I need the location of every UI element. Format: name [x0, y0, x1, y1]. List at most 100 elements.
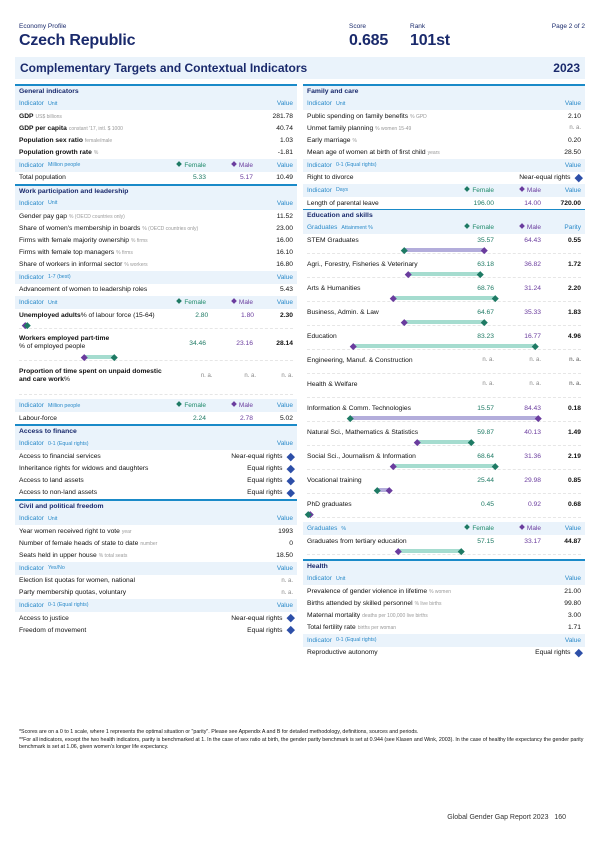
female-header: Female [439, 186, 494, 194]
row-name: STEM Graduates [307, 236, 359, 244]
female-value: 5.33 [192, 174, 206, 182]
male-value: n. a. [529, 357, 541, 364]
civil-political-freedom-section: Civil and political freedom Indicator Uni… [15, 499, 297, 636]
rights-diamond-icon [286, 489, 295, 497]
row-unit: % of labour force (15-64) [80, 311, 155, 319]
female-header: Female [439, 524, 494, 532]
bar-row: Vocational training 25.44 29.98 0.85 [303, 474, 585, 495]
male-value: 5.17 [239, 174, 253, 182]
value-label: Value [276, 601, 293, 609]
row-name: Party membership quotas, voluntary [19, 589, 127, 597]
row-name: Business, Admin. & Law [307, 308, 379, 316]
indicator-label: Indicator [19, 601, 44, 609]
table-row: Firms with female top managers% firms 16.… [15, 247, 297, 259]
section-title: Family and care [303, 86, 585, 97]
row-unit: % live births [414, 600, 442, 607]
table-row: Access to non-land assets Equal rights [15, 487, 297, 499]
male-value: 23.16 [236, 339, 253, 347]
male-diamond-icon [519, 223, 525, 229]
value-label: Value [276, 299, 293, 307]
female-value: 35.57 [477, 236, 494, 244]
rights-diamond-icon [286, 464, 295, 473]
female-diamond-icon [24, 321, 31, 328]
row-name: Maternal mortality [307, 612, 361, 620]
indicator-header: Indicator Unit Value [15, 196, 297, 210]
unit-label: 1-7 (best) [47, 274, 71, 281]
table-row: Births attended by skilled personnel% li… [303, 597, 585, 609]
indicator-header: Indicator Million people Female Male Valu… [15, 399, 297, 413]
parity-value: 1.83 [567, 308, 581, 316]
row-name: Share of workers in informal sector [19, 261, 123, 269]
row-name: Unmet family planning [307, 124, 374, 132]
female-diamond-icon [492, 294, 499, 302]
indicator-label: Indicator [19, 199, 44, 207]
female-diamond-icon [532, 342, 539, 350]
row-unit: US$ billions [35, 113, 62, 120]
row-name: Access to financial services [19, 452, 101, 460]
indicator-label: Indicator [307, 636, 332, 644]
education-skills-section: Education and skills Graduates Attainment… [303, 209, 585, 556]
row-value: 10.49 [276, 174, 293, 182]
bar-row: Proportion of time spent on unpaid domes… [15, 365, 297, 396]
gap-bar [307, 414, 581, 423]
indicator-label: Indicator [19, 161, 44, 169]
indicator-header: Indicator Unit Value [15, 97, 297, 110]
parity-value: 0.18 [567, 404, 581, 412]
female-diamond-icon [176, 160, 183, 167]
female-value: n. a. [482, 357, 494, 364]
row-value: 16.00 [276, 236, 293, 244]
left-column: General indicators Indicator Unit Value G… [15, 84, 297, 636]
row-name: Gender pay gap [19, 212, 67, 220]
female-diamond-icon [458, 547, 465, 555]
indicator-label: Indicator [307, 161, 332, 169]
value-label: Value [276, 564, 293, 572]
indicator-header: Indicator Days Female Male Value [303, 183, 585, 197]
male-value: 1.80 [241, 311, 255, 319]
bar-row: STEM Graduates 35.57 64.43 0.55 [303, 234, 585, 255]
female-value: 25.44 [477, 476, 494, 484]
row-name: Election list quotas for women, national [19, 577, 135, 585]
parity-value: 0.85 [567, 476, 581, 484]
unit-label: Unit [47, 100, 58, 107]
row-unit: % [93, 150, 99, 157]
row-value: 44.87 [564, 537, 581, 545]
row-name: Vocational training [307, 476, 362, 484]
row-value: 1993 [278, 527, 293, 535]
table-row: Freedom of movement Equal rights [15, 624, 297, 636]
row-value: Equal rights [247, 489, 283, 497]
table-row: Advancement of women to leadership roles… [15, 284, 297, 296]
value-label: Value [564, 575, 581, 583]
female-diamond-icon [477, 270, 484, 278]
gap-bar [307, 318, 581, 327]
table-row: Access to land assets Equal rights [15, 475, 297, 487]
parity-value: 0.55 [567, 236, 581, 244]
indicator-label: Indicator [19, 299, 44, 307]
value-label: Value [564, 100, 581, 107]
indicator-header: Indicator 0-1 (Equal rights) Value [303, 158, 585, 172]
female-header: Female [151, 401, 206, 409]
indicator-label: Indicator [19, 402, 44, 410]
table-row: Maternal mortality deaths per 100,000 liv… [303, 610, 585, 622]
indicator-header: Indicator Unit Value [303, 97, 585, 110]
female-value: 64.67 [477, 308, 494, 316]
row-name: Public spending on family benefits [307, 112, 409, 120]
female-header: Female [439, 223, 494, 231]
rights-diamond-icon [286, 452, 295, 461]
row-unit: % [63, 376, 70, 384]
parity-label: Parity [564, 224, 581, 232]
gap-bar [307, 390, 581, 399]
parity-value: n. a. [568, 357, 581, 364]
indicator-header: Indicator Unit Female Male Value [15, 296, 297, 310]
unit-label: Attainment % [341, 224, 373, 231]
table-row: Right to divorce Near-equal rights [303, 172, 585, 184]
male-value: 40.13 [524, 428, 541, 436]
value-label: Value [276, 199, 293, 207]
section-title: General indicators [15, 86, 297, 97]
table-row: Mean age of women at birth of first chil… [303, 147, 585, 159]
row-unit: % women [429, 588, 452, 595]
row-name: Workers employed part-time [19, 335, 110, 343]
female-value: 59.87 [477, 428, 494, 436]
male-diamond-icon [386, 486, 393, 494]
bar-row: Arts & Humanities 68.76 31.24 2.20 [303, 282, 585, 303]
table-row: Access to justice Near-equal rights [15, 612, 297, 624]
